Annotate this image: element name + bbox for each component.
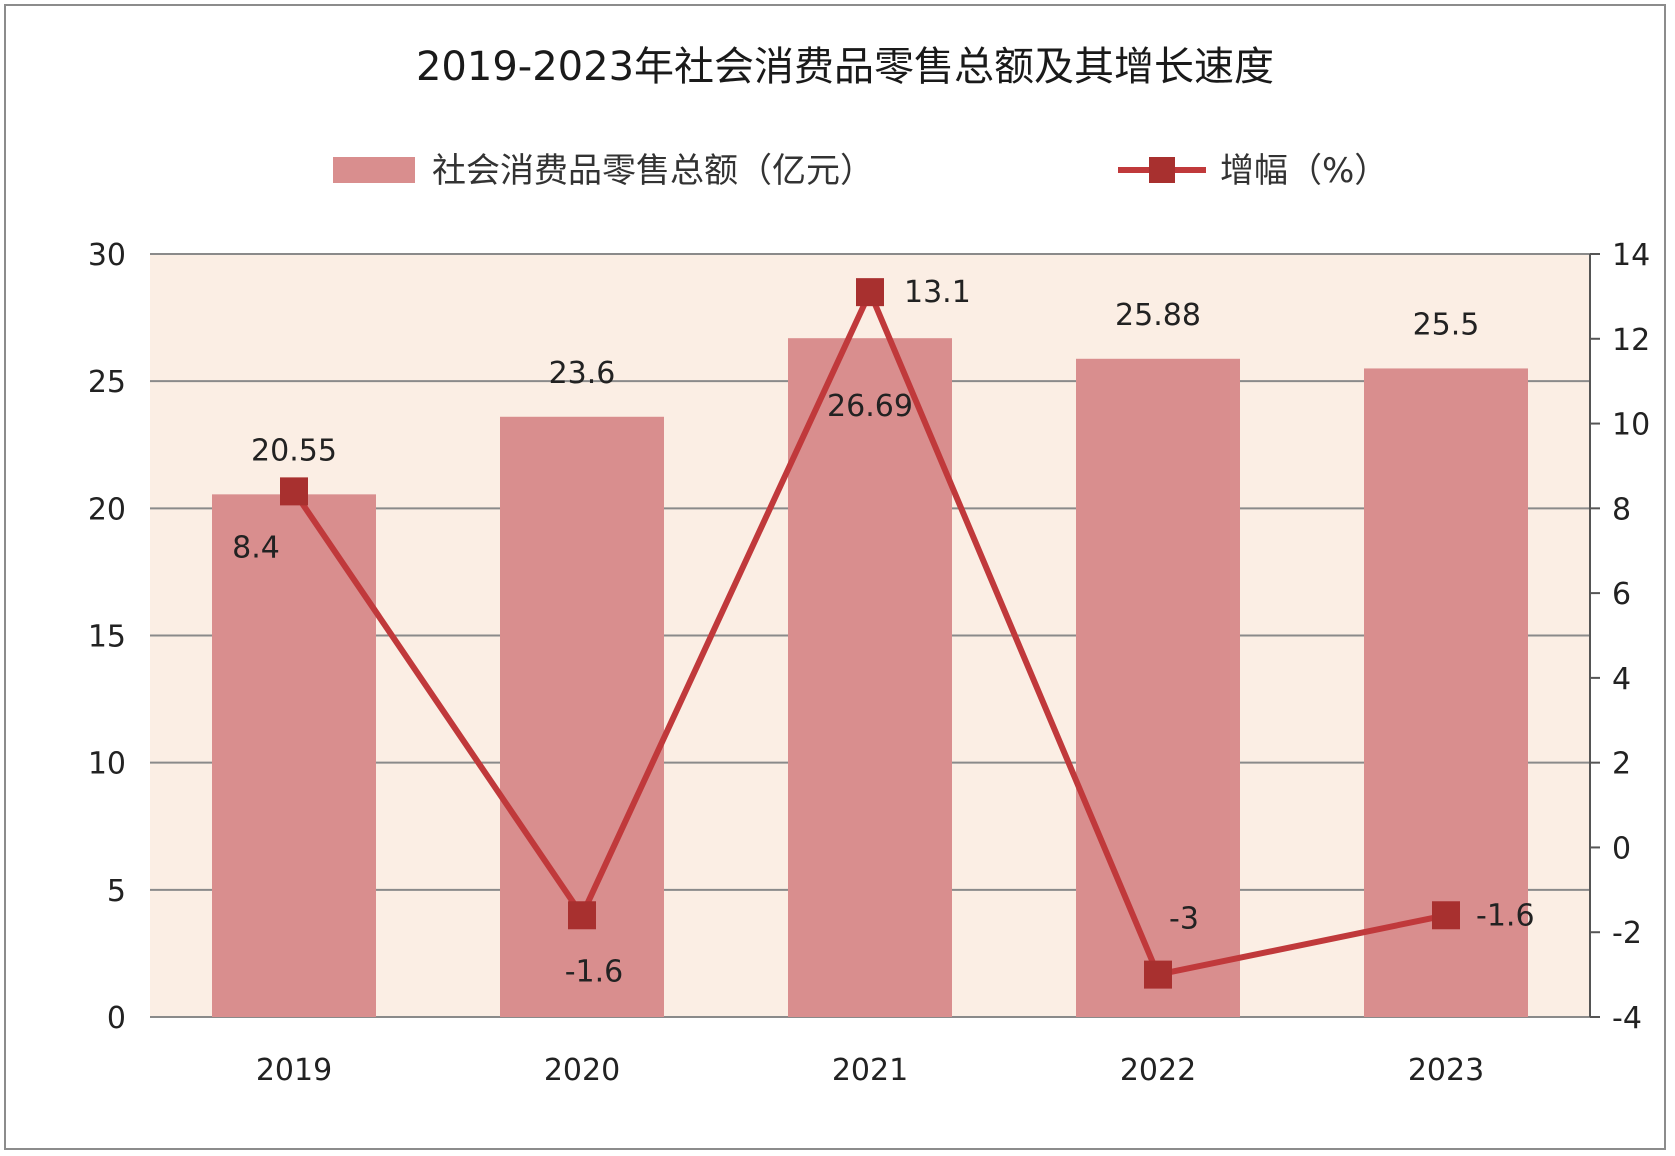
chart-title: 2019-2023年社会消费品零售总额及其增长速度 <box>416 44 1274 90</box>
line-marker <box>1144 960 1172 989</box>
right-axis-tick-label: 4 <box>1612 662 1631 697</box>
legend-line-marker <box>1149 157 1175 183</box>
line-marker <box>1432 901 1460 930</box>
bar-value-label: 20.55 <box>251 433 337 468</box>
left-axis-tick-label: 30 <box>88 238 126 273</box>
bar-series <box>212 338 1528 1018</box>
left-axis-tick-label: 10 <box>88 747 126 782</box>
right-axis-tick-label: 6 <box>1612 577 1631 612</box>
line-marker <box>280 477 308 506</box>
left-axis-tick-label: 20 <box>88 492 126 527</box>
legend: 社会消费品零售总额（亿元） 增幅（%） <box>333 151 1388 191</box>
left-axis-tick-label: 25 <box>88 365 126 400</box>
bar <box>1076 358 1240 1017</box>
x-axis-tick-label: 2020 <box>544 1053 620 1088</box>
right-axis-tick-label: -2 <box>1612 916 1642 951</box>
data-labels: 20.55 23.6 26.69 25.88 25.5 8.4 -1.6 13.1 -3 -1.6 <box>232 275 1534 989</box>
x-axis-tick-label: 2021 <box>832 1053 908 1088</box>
line-value-label: 8.4 <box>232 530 280 565</box>
right-axis-tick-label: 0 <box>1612 831 1631 866</box>
line-value-label: -1.6 <box>1476 898 1535 933</box>
right-axis-tick-label: 10 <box>1612 408 1650 443</box>
right-axis-tick-label: 8 <box>1612 492 1631 527</box>
right-axis-tick-label: 14 <box>1612 238 1650 273</box>
right-axis-tick-label: 2 <box>1612 747 1631 782</box>
line-marker <box>856 278 884 307</box>
legend-bar-swatch <box>333 157 415 183</box>
right-axis-tick-label: 12 <box>1612 323 1650 358</box>
line-value-label: 13.1 <box>904 275 971 310</box>
line-value-label: -3 <box>1169 902 1199 937</box>
left-axis-tick-label: 5 <box>107 874 126 909</box>
line-marker <box>568 901 596 930</box>
left-axis-tick-label: 15 <box>88 620 126 655</box>
axes: 0 5 10 15 20 25 30 -4 -2 0 2 4 6 8 10 12 14 2019 2020 2021 2… <box>88 238 1650 1088</box>
bar-value-label: 26.69 <box>827 389 913 424</box>
legend-line-label: 增幅（%） <box>1220 151 1388 191</box>
left-axis-tick-label: 0 <box>107 1001 126 1036</box>
bar-value-label: 25.88 <box>1115 298 1201 333</box>
right-axis-tick-label: -4 <box>1612 1001 1642 1036</box>
bar-value-label: 25.5 <box>1413 307 1480 342</box>
x-axis-tick-label: 2023 <box>1408 1053 1484 1088</box>
bar <box>212 494 376 1018</box>
legend-bar-label: 社会消费品零售总额（亿元） <box>432 151 874 191</box>
bar-value-label: 23.6 <box>549 356 616 391</box>
x-axis-tick-label: 2022 <box>1120 1053 1196 1088</box>
bar <box>788 338 952 1017</box>
line-value-label: -1.6 <box>565 954 624 989</box>
line-series <box>280 278 1460 989</box>
x-axis-tick-label: 2019 <box>256 1053 332 1088</box>
